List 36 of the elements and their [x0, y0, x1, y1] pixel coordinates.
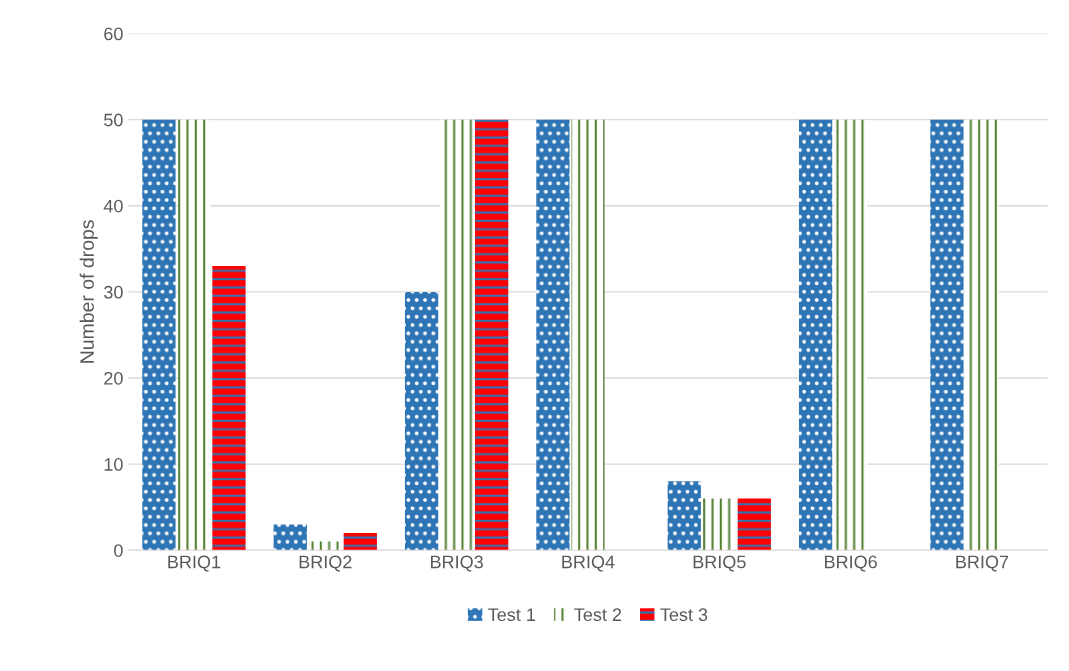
- bar: [702, 498, 736, 551]
- x-tick-label: BRIQ5: [693, 555, 746, 572]
- bar: [737, 498, 771, 551]
- bar: [833, 119, 868, 551]
- bar: [404, 291, 439, 551]
- y-tick-label: 30: [104, 285, 123, 299]
- y-tick-label: 0: [114, 544, 123, 557]
- bar: [308, 541, 342, 551]
- bar: [965, 119, 999, 551]
- bar: [571, 119, 605, 551]
- x-tick-label: BRIQ3: [431, 555, 483, 572]
- bar: [798, 119, 833, 551]
- y-axis-title: Number of drops: [79, 220, 98, 363]
- bar: [212, 266, 246, 551]
- bar: [142, 119, 176, 551]
- y-tick-label: 60: [104, 27, 123, 41]
- legend-label: Test 3: [660, 608, 708, 622]
- bar: [343, 533, 377, 551]
- bar: [177, 119, 211, 551]
- bar: [273, 524, 307, 551]
- x-tick-label: BRIQ2: [299, 555, 352, 572]
- bar: [667, 481, 701, 551]
- y-tick-label: 40: [103, 199, 123, 213]
- x-tick-label: BRIQ6: [825, 555, 877, 572]
- bar: [475, 119, 509, 551]
- bar: [536, 119, 570, 551]
- bar: [439, 119, 474, 551]
- y-tick-label: 50: [104, 113, 123, 127]
- x-tick-label: BRIQ1: [168, 555, 221, 572]
- x-tick-label: BRIQ4: [562, 555, 615, 572]
- legend-label: Test 2: [574, 608, 622, 622]
- x-tick-label: BRIQ7: [956, 555, 1009, 572]
- legend-label: Test 1: [488, 608, 536, 622]
- bar: [930, 119, 964, 551]
- y-tick-label: 10: [104, 458, 123, 471]
- y-tick-label: 20: [104, 371, 123, 385]
